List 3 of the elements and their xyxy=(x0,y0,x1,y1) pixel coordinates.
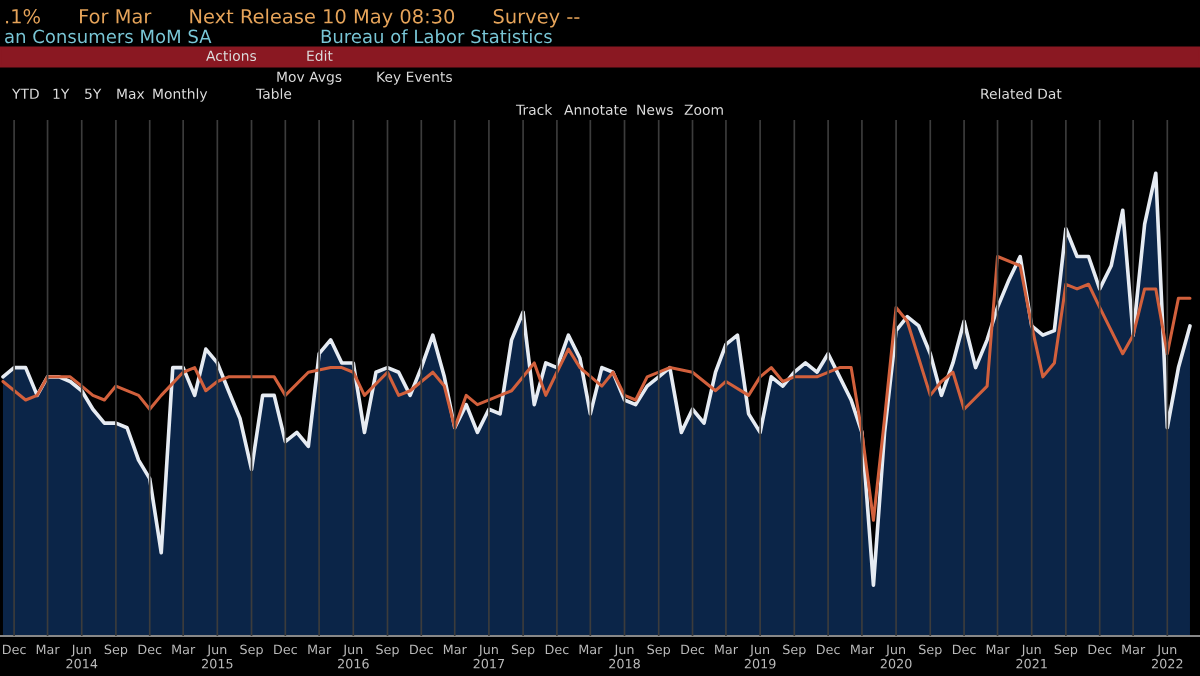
chart-subtitle: an Consumers MoM SA xyxy=(5,29,212,44)
text: Bureau of Labor Statistics xyxy=(321,29,552,44)
chart-title: .1% For Mar Next Release 10 May 08:30 Survey -- xyxy=(6,8,580,28)
